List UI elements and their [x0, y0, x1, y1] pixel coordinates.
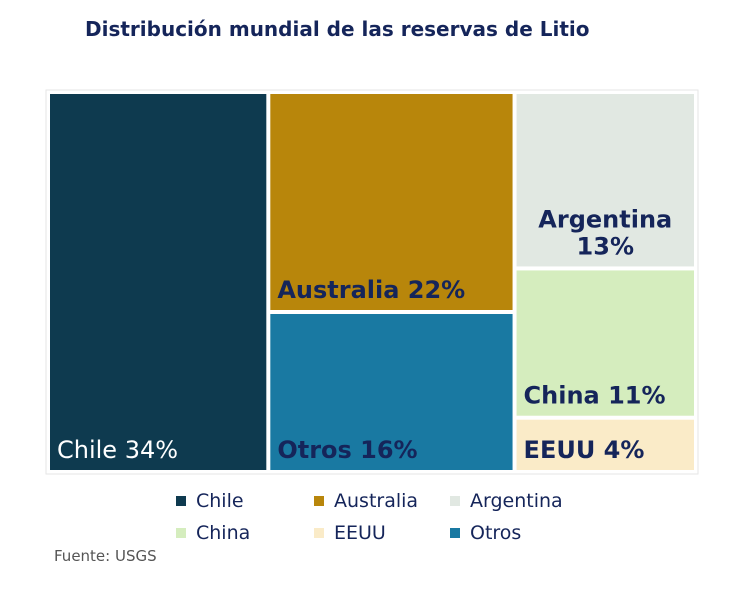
- legend-label-eeuu: EEUU: [334, 522, 386, 544]
- treemap-label-australia: Australia 22%: [277, 276, 465, 304]
- treemap-cell-otros: Otros 16%: [270, 314, 513, 470]
- treemap-label-chile: Chile 34%: [57, 436, 178, 464]
- treemap-rect-australia: [270, 94, 513, 310]
- treemap-label-eeuu: EEUU 4%: [524, 436, 645, 464]
- legend-label-otros: Otros: [470, 522, 522, 544]
- legend-label-australia: Australia: [334, 490, 419, 512]
- source-label: Fuente:: [54, 547, 111, 565]
- chart-title: Distribución mundial de las reservas de …: [85, 17, 590, 41]
- legend-swatch-eeuu: [314, 528, 324, 538]
- legend-swatch-australia: [314, 496, 324, 506]
- treemap-cell-argentina: Argentina 13%: [516, 94, 694, 267]
- legend-swatch-otros: [450, 528, 460, 538]
- legend-item-otros: Otros: [450, 522, 521, 544]
- treemap-cell-china: China 11%: [516, 270, 694, 416]
- legend-item-chile: Chile: [176, 490, 244, 512]
- legend-swatch-chile: [176, 496, 186, 506]
- source-value: USGS: [115, 547, 157, 565]
- treemap-label-china: China 11%: [524, 382, 666, 410]
- legend-item-argentina: Argentina: [450, 490, 563, 512]
- legend-item-china: China: [176, 522, 250, 544]
- legend-item-eeuu: EEUU: [314, 522, 386, 544]
- legend-label-china: China: [196, 522, 251, 544]
- treemap-rect-chile: [50, 94, 267, 470]
- legend-swatch-china: [176, 528, 186, 538]
- treemap-rect-eeuu: [516, 419, 694, 470]
- treemap-cell-eeuu: EEUU 4%: [516, 419, 694, 470]
- treemap-cell-australia: Australia 22%: [270, 94, 513, 310]
- treemap-label-argentina: Argentina 13%: [538, 205, 672, 260]
- treemap-rect-china: [516, 270, 694, 416]
- legend-swatch-argentina: [450, 496, 460, 506]
- legend-label-chile: Chile: [196, 490, 244, 512]
- treemap-rect-argentina: [516, 94, 694, 267]
- legend-label-argentina: Argentina: [470, 490, 563, 512]
- treemap-rect-otros: [270, 314, 513, 470]
- treemap-label-otros: Otros 16%: [277, 436, 417, 464]
- treemap-cell-chile: Chile 34%: [50, 94, 267, 470]
- source-note: Fuente: USGS: [54, 547, 157, 565]
- legend-item-australia: Australia: [314, 490, 418, 512]
